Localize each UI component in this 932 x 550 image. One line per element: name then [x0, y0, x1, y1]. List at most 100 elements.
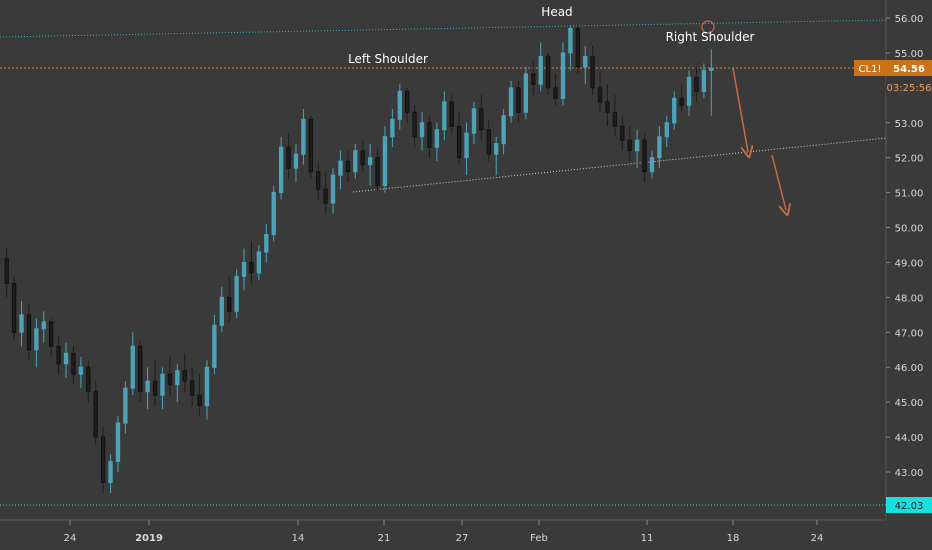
candle-body [100, 436, 106, 483]
candle-body [167, 373, 173, 386]
candle-body [501, 115, 506, 145]
candle-body [627, 139, 632, 152]
candle-body [271, 192, 276, 236]
candle-body [434, 129, 440, 148]
candle-body [686, 76, 692, 106]
candle-body [642, 139, 647, 173]
candle-body [204, 366, 210, 407]
candle-body [175, 370, 180, 386]
candle-body [672, 97, 677, 124]
candle-body [679, 97, 684, 106]
candle-body [93, 391, 98, 438]
x-tick-label: 24 [64, 533, 77, 544]
x-tick-label: 21 [378, 533, 391, 544]
support-level-tag-box [886, 497, 932, 513]
candle-body [323, 188, 328, 204]
candle-body [41, 321, 46, 330]
candle-body [26, 314, 32, 351]
candle-body [553, 87, 558, 99]
candle-body [49, 321, 54, 347]
y-tick-label: 51.00 [895, 189, 924, 200]
candles-layer [4, 24, 714, 493]
candle-body [694, 76, 699, 92]
candle-body [597, 87, 603, 103]
x-tick-label: 2019 [135, 533, 163, 544]
candle-body [189, 380, 195, 396]
countdown-label: 03:25:56 [887, 83, 932, 94]
y-tick-label: 45.00 [895, 398, 924, 409]
candle-body [345, 160, 351, 173]
candle-body [316, 171, 321, 190]
candle-body [308, 118, 313, 173]
candle-body [612, 111, 618, 127]
candle-body [145, 380, 150, 393]
candle-body [412, 111, 417, 138]
x-tick-label: 11 [641, 533, 654, 544]
candle-body [471, 108, 477, 134]
candle-body [123, 387, 128, 424]
y-tick-label: 49.00 [895, 258, 924, 269]
candle-body [486, 129, 491, 155]
candle-body [545, 55, 551, 89]
x-tick-label: 27 [456, 533, 469, 544]
candle-body [256, 251, 262, 274]
last-price-tag: 54.56 [893, 64, 925, 75]
symbol-tag: CL1! [859, 64, 882, 75]
candle-body [278, 146, 284, 194]
candle-body [657, 136, 662, 159]
y-tick-label: 50.00 [895, 224, 924, 235]
candle-body [709, 67, 714, 71]
candle-body [286, 146, 291, 169]
x-tick-label: 18 [727, 533, 740, 544]
candle-body [63, 352, 69, 365]
candle-body [419, 122, 425, 138]
candle-body [516, 87, 521, 113]
target-circle [701, 20, 715, 34]
symbol-tag-box [854, 60, 886, 76]
countdown-box [886, 79, 932, 95]
x-tick-label: Feb [530, 533, 548, 544]
candle-body [397, 90, 402, 120]
y-tick-label: 43.00 [895, 468, 924, 479]
candle-body [620, 125, 625, 141]
candle-body [405, 90, 410, 113]
y-tick-label: 44.00 [895, 433, 924, 444]
breakdown-arrow-1 [732, 67, 748, 152]
candle-body [338, 160, 343, 176]
candle-body [71, 352, 76, 375]
candle-body [152, 380, 158, 396]
candle-body [138, 345, 143, 393]
last-price-tag-box [886, 60, 932, 76]
candle-body [197, 394, 202, 407]
y-tick-label: 55.00 [895, 49, 924, 60]
candle-body [234, 275, 239, 312]
candle-body [19, 314, 24, 333]
y-tick-label: 56.00 [895, 14, 924, 25]
candle-body [78, 366, 84, 375]
candle-body [330, 174, 336, 204]
y-tick-label: 47.00 [895, 328, 924, 339]
candle-body [701, 69, 707, 92]
candle-body [494, 143, 499, 155]
y-tick-label: 53.00 [895, 119, 924, 130]
candle-body [301, 118, 306, 155]
candle-body [479, 108, 484, 131]
candle-body [538, 55, 543, 85]
candle-body [649, 157, 655, 173]
candle-body [367, 157, 373, 166]
time-axis[interactable]: 24 2019 14 21 27 Feb 11 18 24 [64, 520, 824, 544]
candle-body [590, 55, 595, 89]
support-level-tag: 42.03 [895, 501, 924, 512]
candle-body [34, 328, 39, 351]
candle-body [523, 73, 529, 113]
neckline [352, 137, 887, 193]
resistance-trendline [0, 19, 887, 38]
candle-body [182, 370, 187, 382]
candle-body [375, 157, 380, 187]
candle-body [227, 296, 232, 312]
candle-body [160, 373, 165, 396]
candle-body [219, 296, 224, 326]
